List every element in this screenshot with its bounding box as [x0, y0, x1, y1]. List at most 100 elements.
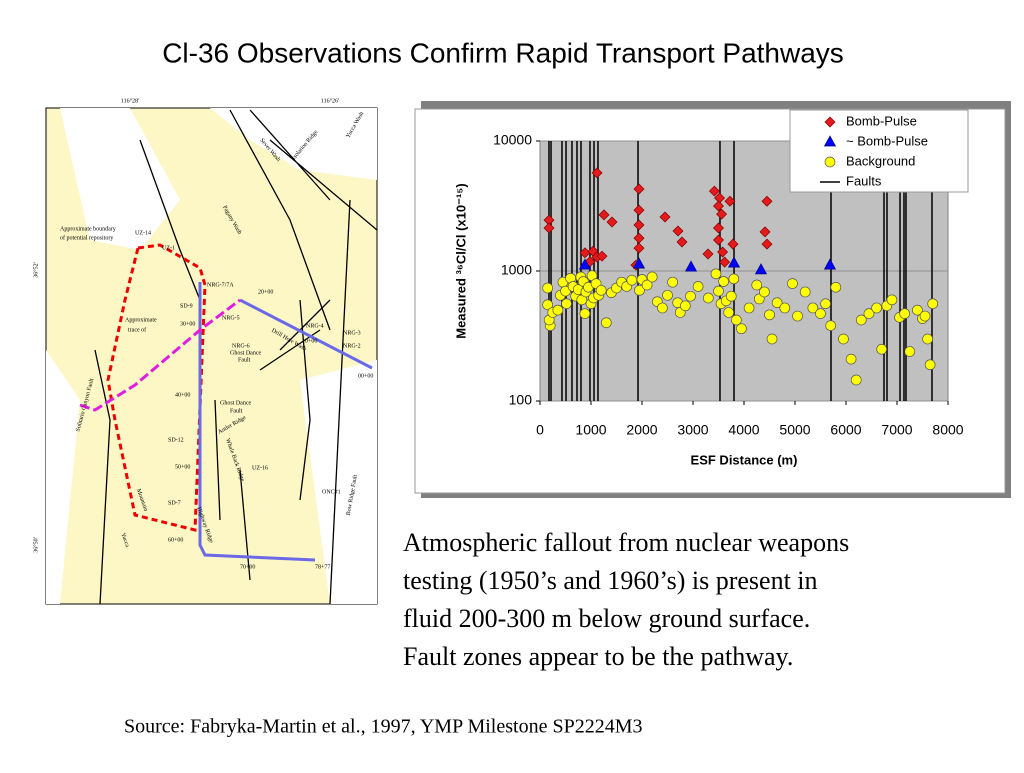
point-circle	[679, 300, 691, 312]
point-circle	[766, 333, 778, 345]
map-label: NRG-7/7A	[207, 282, 234, 288]
point-diamond	[713, 222, 724, 234]
point-circle	[710, 268, 722, 280]
point-circle	[662, 289, 673, 301]
point-diamond	[761, 238, 773, 250]
point-circle	[552, 304, 564, 316]
map-label: NRG-6	[232, 343, 250, 349]
point-circle	[667, 276, 678, 288]
point-circle	[626, 274, 638, 286]
legend-symbol	[824, 116, 836, 128]
point-circle	[815, 308, 826, 319]
point-circle	[634, 284, 645, 296]
x-tick-label: 7000	[881, 422, 912, 438]
point-diamond	[713, 234, 724, 246]
map-label: Ghost Dance	[230, 350, 261, 356]
point-circle	[919, 310, 931, 322]
y-tick-label: 1000	[501, 262, 532, 278]
map-label: NRG-4	[306, 323, 324, 329]
map-label: 70+00	[240, 564, 255, 570]
map-label: 78+77	[315, 564, 330, 570]
point-circle	[595, 284, 607, 296]
point-triangle	[632, 257, 646, 269]
map-label: 36°52'	[32, 262, 39, 277]
x-tick-label: 8000	[932, 422, 963, 438]
map-label: Fault	[230, 408, 243, 414]
legend-label: Faults	[846, 173, 882, 188]
point-circle	[922, 333, 933, 345]
point-triangle	[727, 256, 741, 268]
point-circle	[924, 359, 936, 371]
point-circle	[743, 302, 755, 314]
point-circle	[600, 317, 612, 329]
point-triangle	[754, 263, 768, 275]
body-text: Atmospheric fallout from nuclear weapons	[403, 528, 849, 557]
point-diamond	[591, 167, 603, 179]
point-triangle	[578, 258, 592, 270]
map-label: Approximate boundary	[60, 226, 116, 232]
map-label: 00+00	[358, 373, 373, 379]
point-diamond	[596, 250, 608, 262]
point-diamond	[543, 222, 555, 234]
legend-box	[789, 109, 969, 193]
point-circle	[723, 307, 735, 318]
point-circle	[730, 314, 742, 326]
point-triangle	[684, 260, 698, 272]
point-circle	[764, 309, 775, 321]
point-circle	[787, 278, 798, 289]
point-circle	[641, 279, 653, 291]
map-label: UZ-16	[252, 465, 268, 471]
map-label: NRG-2	[343, 343, 361, 349]
point-diamond	[708, 185, 720, 197]
point-triangle	[823, 258, 837, 270]
map-label: 116°26'	[321, 97, 339, 104]
point-circle	[850, 374, 862, 386]
map-label: 116°28'	[121, 97, 139, 104]
point-circle	[771, 297, 783, 309]
map-terrain	[46, 350, 80, 604]
map-label: 20+00	[258, 289, 273, 295]
point-diamond	[719, 256, 731, 268]
map-label: UZ-1	[162, 245, 175, 251]
map-label: 40+00	[175, 392, 190, 398]
x-tick-label: 3000	[677, 422, 708, 438]
point-circle	[807, 302, 819, 314]
source-note: Source: Fabryka-Martin et al., 1997, YMP…	[124, 716, 642, 738]
point-diamond	[759, 226, 771, 238]
point-circle	[646, 271, 658, 283]
point-diamond	[724, 195, 736, 207]
point-circle	[579, 308, 591, 319]
point-circle	[779, 302, 791, 314]
point-diamond	[702, 248, 714, 260]
map-label: NRG-5	[222, 315, 240, 321]
map-label: 60+00	[168, 537, 183, 543]
point-diamond	[598, 209, 610, 221]
map-label: SD-9	[180, 303, 193, 309]
point-circle	[728, 273, 740, 285]
point-circle	[886, 294, 898, 306]
map-label: 30+00	[180, 321, 195, 327]
repository-boundary	[106, 243, 207, 532]
point-circle	[871, 302, 882, 314]
point-diamond	[606, 216, 618, 228]
point-circle	[825, 320, 837, 331]
point-diamond	[717, 246, 729, 258]
body-text: fluid 200-300 m below ground surface.	[403, 604, 810, 633]
point-diamond	[716, 208, 728, 220]
point-diamond	[761, 195, 773, 207]
x-tick-label: 0	[536, 422, 544, 438]
map-terrain	[300, 360, 377, 604]
point-diamond	[633, 204, 645, 216]
point-circle	[838, 333, 849, 345]
slide-title: Cl-36 Observations Confirm Rapid Transpo…	[162, 37, 844, 68]
x-tick-label: 4000	[728, 422, 759, 438]
point-circle	[912, 304, 923, 316]
legend-symbol	[823, 135, 837, 147]
point-circle	[904, 346, 916, 357]
point-diamond	[727, 238, 739, 250]
point-diamond	[659, 211, 671, 223]
ecrb-trace	[79, 298, 241, 412]
point-circle	[542, 299, 554, 311]
